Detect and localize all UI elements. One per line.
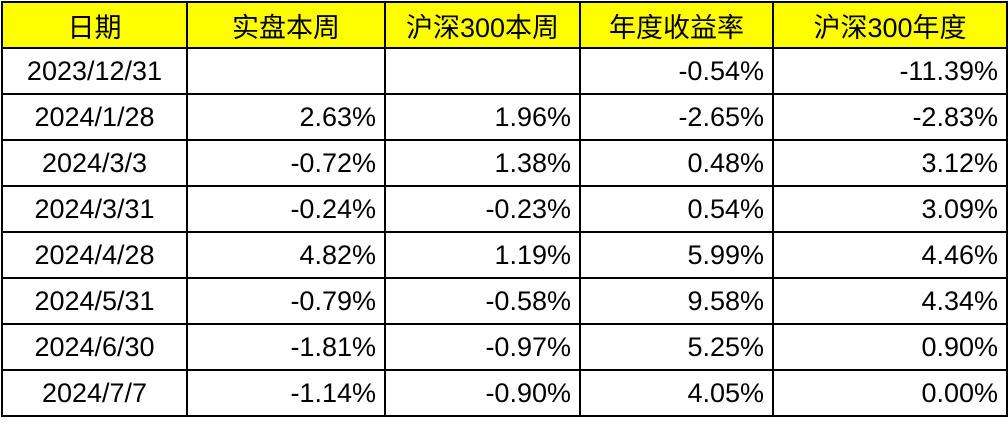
- value-cell: 3.12%: [772, 139, 1008, 187]
- value-cell: 5.99%: [579, 231, 774, 279]
- table-row: 2024/3/3 -0.72% 1.38% 0.48% 3.12%: [1, 139, 1008, 187]
- header-cell: 年度收益率: [579, 1, 774, 49]
- data-table: 日期 实盘本周 沪深300本周 年度收益率 沪深300年度 2023/12/31 -0.5…: [1, 1, 1008, 417]
- table-row: 2023/12/31 -0.54% -11.39%: [1, 47, 1008, 95]
- value-cell: 4.46%: [772, 231, 1008, 279]
- value-cell: 0.90%: [772, 323, 1008, 371]
- date-cell: 2024/3/3: [1, 139, 188, 187]
- header-cell: 实盘本周: [186, 1, 386, 49]
- value-cell: 0.48%: [579, 139, 774, 187]
- value-cell: -2.65%: [579, 93, 774, 141]
- date-cell: 2023/12/31: [1, 47, 188, 95]
- date-cell: 2024/4/28: [1, 231, 188, 279]
- date-cell: 2024/6/30: [1, 323, 188, 371]
- header-cell: 日期: [1, 1, 188, 49]
- value-cell: -0.90%: [384, 369, 581, 417]
- value-cell: -0.24%: [186, 185, 386, 233]
- value-cell: 1.38%: [384, 139, 581, 187]
- value-cell: 0.00%: [772, 369, 1008, 417]
- header-cell: 沪深300本周: [384, 1, 581, 49]
- value-cell: -1.14%: [186, 369, 386, 417]
- header-row: 日期 实盘本周 沪深300本周 年度收益率 沪深300年度: [1, 1, 1008, 49]
- value-cell: 4.34%: [772, 277, 1008, 325]
- value-cell: -1.81%: [186, 323, 386, 371]
- value-cell: -0.58%: [384, 277, 581, 325]
- date-cell: 2024/5/31: [1, 277, 188, 325]
- table-row: 2024/6/30 -1.81% -0.97% 5.25% 0.90%: [1, 323, 1008, 371]
- table-row: 2024/3/31 -0.24% -0.23% 0.54% 3.09%: [1, 185, 1008, 233]
- value-cell: 9.58%: [579, 277, 774, 325]
- value-cell: 4.05%: [579, 369, 774, 417]
- value-cell: 4.82%: [186, 231, 386, 279]
- value-cell: [186, 47, 386, 95]
- value-cell: 0.54%: [579, 185, 774, 233]
- value-cell: [384, 47, 581, 95]
- value-cell: -11.39%: [772, 47, 1008, 95]
- table-body: 2023/12/31 -0.54% -11.39% 2024/1/28 2.63% 1.9…: [1, 47, 1008, 417]
- value-cell: -0.79%: [186, 277, 386, 325]
- value-cell: -2.83%: [772, 93, 1008, 141]
- table-row: 2024/5/31 -0.79% -0.58% 9.58% 4.34%: [1, 277, 1008, 325]
- date-cell: 2024/3/31: [1, 185, 188, 233]
- value-cell: 5.25%: [579, 323, 774, 371]
- value-cell: -0.23%: [384, 185, 581, 233]
- table-row: 2024/4/28 4.82% 1.19% 5.99% 4.46%: [1, 231, 1008, 279]
- date-cell: 2024/7/7: [1, 369, 188, 417]
- value-cell: 3.09%: [772, 185, 1008, 233]
- value-cell: -0.97%: [384, 323, 581, 371]
- date-cell: 2024/1/28: [1, 93, 188, 141]
- table-row: 2024/1/28 2.63% 1.96% -2.65% -2.83%: [1, 93, 1008, 141]
- value-cell: -0.54%: [579, 47, 774, 95]
- value-cell: 1.96%: [384, 93, 581, 141]
- value-cell: 2.63%: [186, 93, 386, 141]
- table-row: 2024/7/7 -1.14% -0.90% 4.05% 0.00%: [1, 369, 1008, 417]
- header-cell: 沪深300年度: [772, 1, 1008, 49]
- value-cell: 1.19%: [384, 231, 581, 279]
- value-cell: -0.72%: [186, 139, 386, 187]
